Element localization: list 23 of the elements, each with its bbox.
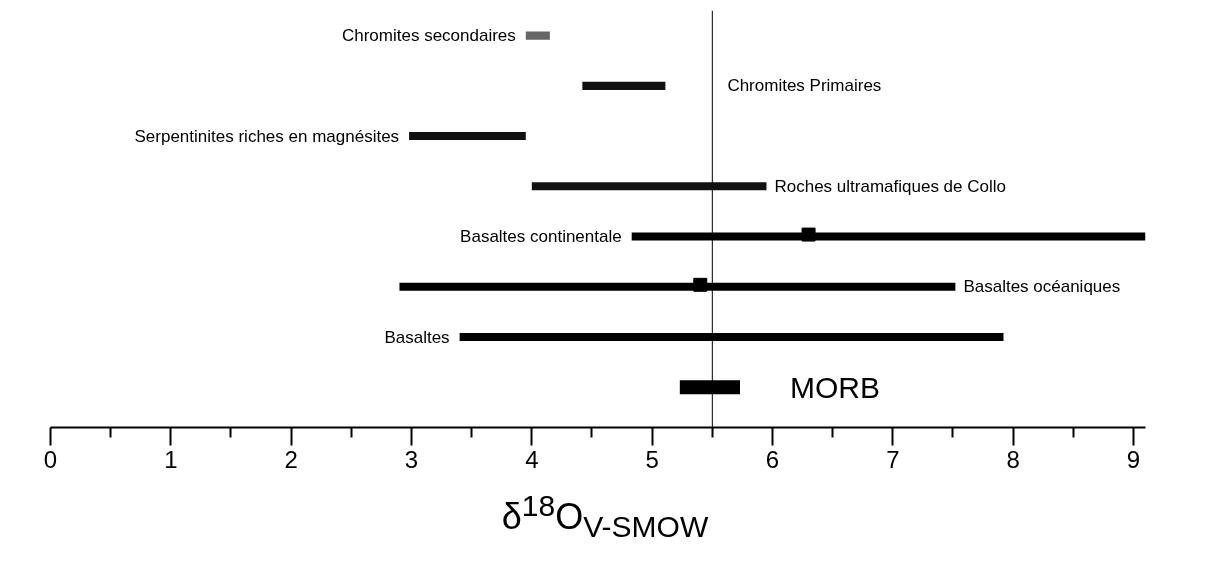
- y-tick-label: Basaltes continentale: [460, 227, 622, 247]
- y-tick-label: MORB: [789, 370, 880, 404]
- x-tick-label: 8: [1006, 445, 1020, 473]
- x-tick-label: 1: [164, 445, 178, 473]
- x-tick-label: 2: [284, 445, 298, 473]
- x-tick-label: 3: [404, 445, 419, 473]
- x-tick-label: 0: [43, 445, 58, 473]
- y-tick-label: Serpentinites riches en magnésites: [134, 126, 400, 146]
- x-tick-label: 9: [1126, 445, 1141, 473]
- x-axis-title: δ$^{18}$O$_{V-SMOW}$: [501, 488, 709, 546]
- bar: [531, 182, 767, 191]
- y-tick-label: Roches ultramafiques de Collo: [774, 176, 1006, 196]
- x-tick-label: 7: [886, 445, 900, 473]
- y-tick-label: Chromites Primaires: [727, 76, 882, 96]
- x-tick-label: 6: [765, 445, 780, 473]
- y-tick-label: Basaltes océaniques: [963, 277, 1121, 297]
- y-tick-label: Chromites secondaires: [341, 26, 516, 46]
- x-tick-label: 5: [645, 445, 659, 473]
- x-tick-label: 4: [525, 445, 539, 473]
- y-tick-label: Basaltes: [384, 327, 450, 347]
- bar: [409, 132, 526, 141]
- bar: [525, 31, 550, 40]
- bar: [582, 81, 666, 90]
